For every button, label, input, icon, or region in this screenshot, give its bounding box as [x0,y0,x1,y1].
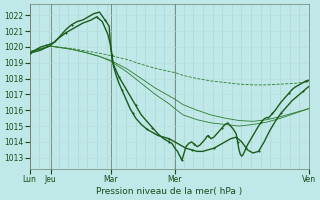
X-axis label: Pression niveau de la mer( hPa ): Pression niveau de la mer( hPa ) [96,187,242,196]
